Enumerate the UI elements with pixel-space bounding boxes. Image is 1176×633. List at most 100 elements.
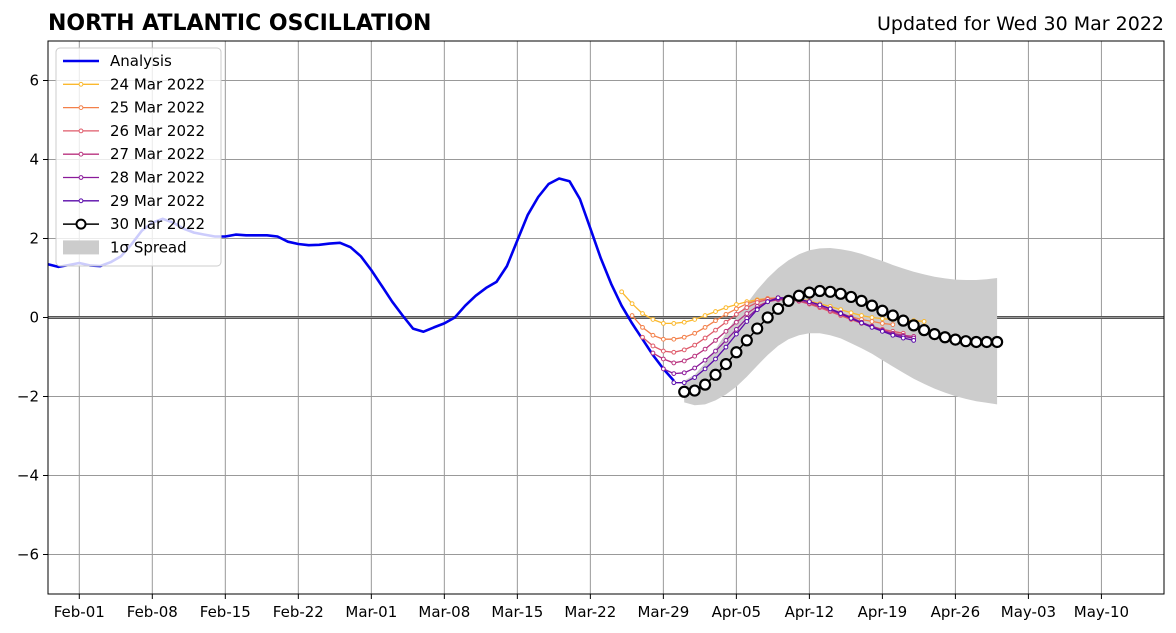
forecast-point [733,306,739,312]
forecast-point [713,348,718,354]
forecast-point [692,342,698,348]
forecast-point [827,306,833,312]
current-forecast-point [865,299,879,312]
x-tick-label: Feb-01 [54,603,105,621]
x-tick-label: May-10 [1074,603,1129,621]
chart-title: NORTH ATLANTIC OSCILLATION [48,11,431,36]
current-forecast-point [792,289,806,302]
current-forecast-point [907,319,920,332]
legend-label: 26 Mar 2022 [110,122,205,140]
y-tick-label: −2 [17,388,39,406]
y-tick-label: 0 [29,309,39,327]
current-forecast-point [834,287,847,300]
forecast-point [754,307,760,313]
x-tick-label: Mar-08 [418,603,470,621]
forecast-point [692,317,698,322]
current-forecast-point [751,322,764,335]
spread-band [684,248,998,406]
forecast-point [900,335,906,341]
forecast-point [702,324,708,330]
forecast-point [681,370,687,376]
forecast-point [744,319,750,324]
y-tick-label: −4 [17,467,39,485]
forecast-point [629,313,635,318]
forecast-point [640,324,645,330]
legend-label: 24 Mar 2022 [110,75,205,93]
forecast-point [723,311,729,317]
forecast-point [660,348,666,354]
forecast-point [702,335,708,341]
legend-swatch-spread [63,240,99,255]
y-tick-label: 6 [29,72,39,90]
x-tick-label: Feb-22 [273,603,324,621]
forecast-point [713,327,718,333]
legend-swatch-marker [78,105,84,110]
chart-subtitle: Updated for Wed 30 Mar 2022 [877,13,1164,35]
forecast-point [723,338,729,343]
x-tick-label: May-03 [1001,603,1056,621]
forecast-point [869,324,875,330]
current-forecast-point [761,311,774,324]
forecast-point [733,319,739,325]
y-tick-label: 4 [29,151,39,169]
forecast-point [671,360,677,366]
current-forecast-point [938,331,952,344]
x-tick-label: Apr-12 [785,603,835,621]
forecast-point [660,356,666,362]
forecast-point [702,313,708,318]
current-forecast-point [959,335,972,348]
legend-label: 30 Mar 2022 [110,215,205,233]
forecast-point [650,317,656,322]
legend-box [55,47,222,267]
forecast-point [692,330,698,336]
forecast-point [869,315,875,320]
x-axis: Feb-01 Feb-08 Feb-15 Feb-22 Mar-01 Mar-08 Mar-… [54,594,1129,621]
legend-label: 25 Mar 2022 [110,99,205,117]
legend-swatch-marker [78,81,84,87]
legend-label: 29 Mar 2022 [110,192,205,210]
y-axis: −6 −4 −2 0 2 4 6 [17,72,48,564]
forecast-point [911,338,917,343]
forecast-point [733,302,739,307]
current-forecast-point [876,304,889,317]
current-forecast-point [688,384,701,397]
x-tick-label: Apr-05 [712,603,762,621]
forecast-point [640,334,645,340]
x-tick-label: Feb-15 [200,603,251,621]
forecast-point [744,305,750,311]
forecast-point [869,319,875,324]
forecast-point [733,311,739,317]
forecast-point [671,336,677,342]
x-tick-label: Mar-22 [564,603,616,621]
forecast-point [733,326,739,332]
forecast-point [859,313,864,318]
y-tick-label: 2 [29,230,39,248]
forecast-point [723,305,729,311]
current-forecast-point [813,284,826,298]
forecast-point [640,311,645,316]
forecast-point [650,343,656,349]
forecast-point [629,301,635,307]
current-forecast-point [678,385,691,398]
forecast-point [723,344,729,350]
current-forecast-point [698,378,712,391]
forecast-point [890,322,896,328]
spread-layer [684,248,998,406]
forecast-point [775,295,781,301]
forecast-point [744,311,750,316]
forecast-point [713,356,718,362]
forecast-point [817,302,823,308]
current-forecast-point [771,302,785,315]
legend-label: 1σ Spread [110,238,187,256]
legend-swatch-marker [75,218,87,230]
forecast-point [619,289,625,295]
legend-swatch-marker [78,128,84,134]
legend-label: 28 Mar 2022 [110,169,205,187]
forecast-point [671,349,677,355]
forecast-point [671,380,677,386]
forecast-point [879,321,885,326]
current-forecast-point [740,334,753,347]
forecast-point [671,321,677,326]
forecast-point [702,357,708,363]
